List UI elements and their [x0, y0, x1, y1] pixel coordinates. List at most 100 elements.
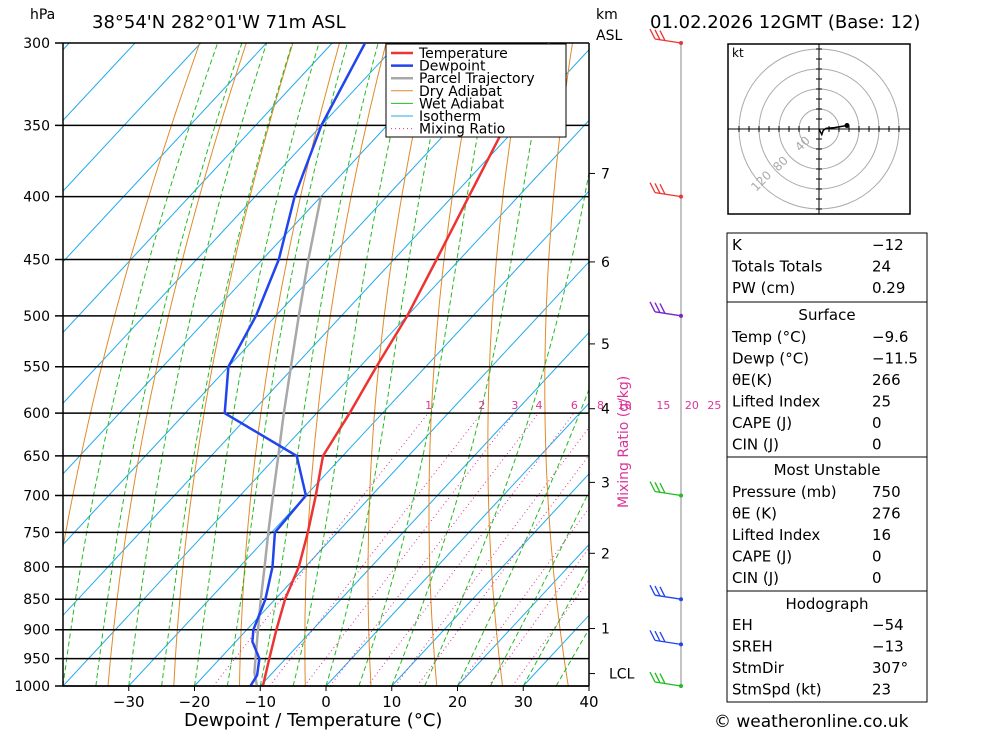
height-tick-label: 1 [601, 622, 610, 638]
pressure-tick-label: 650 [23, 449, 50, 465]
isotherm-line [457, 543, 589, 686]
wind-barb [649, 28, 683, 45]
index-value: 276 [872, 505, 901, 523]
wind-barb [649, 630, 683, 647]
x-tick-label: 10 [382, 693, 401, 711]
chart-axes: −30 −20 −10 0 10 20 30 40 7 6 5 4 3 2 1 LCL [62, 43, 635, 711]
isotherm-line [325, 402, 589, 686]
dry-adiabat-line [63, 43, 201, 551]
x-tick-label: 0 [321, 693, 331, 711]
legend-entry: Temperature [418, 46, 508, 62]
temperature-profile [261, 43, 551, 686]
station-location: 38°54'N 282°01'W 71m ASL [92, 12, 346, 33]
wind-barb-shaft [654, 681, 682, 687]
wind-barb-shaft [654, 311, 682, 317]
wet-adiabat-line [489, 490, 589, 686]
x-tick-label: −20 [179, 693, 211, 711]
hodograph-unit-label: kt [732, 46, 744, 60]
isotherm-line [391, 473, 589, 686]
mixing-ratio-label: 10 [618, 399, 632, 412]
index-label: CIN (J) [732, 436, 779, 454]
index-label: Totals Totals [731, 258, 823, 276]
index-value: 0 [872, 414, 882, 432]
index-label: Lifted Index [732, 393, 820, 411]
height-tick-label: 5 [601, 337, 610, 353]
pressure-unit-label: hPa [30, 7, 55, 23]
pressure-tick-label: 300 [23, 36, 50, 52]
legend-entry: Mixing Ratio [419, 122, 505, 138]
index-label: SREH [732, 638, 773, 656]
mixing-ratio-label: 4 [536, 399, 543, 412]
index-label: EH [732, 616, 753, 634]
dry-adiabat-line [428, 43, 480, 686]
index-label: CIN (J) [732, 569, 779, 587]
isotherm-line [259, 331, 589, 686]
index-value: −54 [872, 616, 904, 634]
wind-barb [649, 481, 683, 498]
wind-barb-flag [659, 482, 666, 494]
dry-adiabat-line [653, 43, 699, 686]
isotherm-line [63, 43, 202, 192]
height-tick-label: 6 [601, 255, 610, 271]
footer-credit: © weatheronline.co.uk [714, 712, 909, 732]
isotherm-line [63, 43, 267, 263]
isotherm-line [63, 119, 589, 686]
parcel-trajectory-profile [253, 196, 323, 686]
wind-barb-flag [659, 183, 666, 195]
index-label: StmDir [732, 659, 785, 677]
mixing-ratio-label: 2 [478, 399, 485, 412]
index-value: 307° [872, 659, 908, 677]
legend-entry: Isotherm [419, 109, 481, 125]
wind-barb-flag [654, 630, 661, 642]
dewpoint-profile [223, 43, 367, 686]
index-value: 0 [872, 548, 882, 566]
wind-barb-flag [654, 585, 661, 597]
pressure-tick-label: 700 [23, 489, 50, 505]
pressure-tick-label: 450 [23, 253, 50, 269]
index-value: 266 [872, 371, 901, 389]
wind-barb-flag [649, 182, 656, 193]
index-label: CAPE (J) [732, 548, 792, 566]
wind-barb [649, 301, 683, 318]
index-value: 23 [872, 681, 891, 699]
indices-section [726, 590, 928, 703]
index-value: −11.5 [872, 350, 918, 368]
dry-adiabat-line [600, 43, 634, 686]
index-label: Lifted Index [732, 526, 820, 544]
index-value: 0 [872, 436, 882, 454]
wind-barb-shaft [654, 490, 682, 497]
mixing-ratio-line [269, 412, 482, 686]
index-value: 25 [872, 393, 891, 411]
wind-barb-flag [654, 482, 661, 493]
mixing-ratio-label: 3 [511, 399, 518, 412]
height-tick-label: 7 [601, 166, 610, 182]
wet-adiabat-line [325, 43, 452, 686]
index-label: θE(K) [732, 371, 772, 389]
index-value: −13 [872, 638, 904, 656]
index-label: Pressure (mb) [732, 483, 837, 501]
pressure-tick-label: 900 [23, 623, 50, 639]
isotherm-line [128, 190, 589, 686]
height-unit-label: km [596, 7, 618, 23]
wet-adiabat-line [63, 43, 219, 686]
wet-adiabat-line [292, 43, 413, 686]
wind-barb [649, 182, 683, 199]
index-label: CAPE (J) [732, 414, 792, 432]
x-tick-label: 20 [448, 693, 467, 711]
isotherm-line [63, 43, 333, 334]
index-label: PW (cm) [732, 279, 795, 297]
isotherm-line [63, 43, 465, 475]
x-tick-label: 30 [514, 693, 533, 711]
isotherm-line [63, 43, 399, 404]
mixing-ratio-label: 1 [425, 399, 432, 412]
wind-barb-flag [654, 29, 661, 41]
sounding-profiles [223, 43, 551, 686]
wind-barb [649, 671, 683, 688]
pressure-tick-label: 950 [23, 652, 50, 668]
legend-entry: Wet Adiabat [419, 96, 505, 112]
index-value: 24 [872, 258, 891, 276]
wind-barb-flag [649, 28, 656, 40]
index-value: 0.29 [872, 279, 905, 297]
wet-adiabat-line [358, 43, 496, 686]
